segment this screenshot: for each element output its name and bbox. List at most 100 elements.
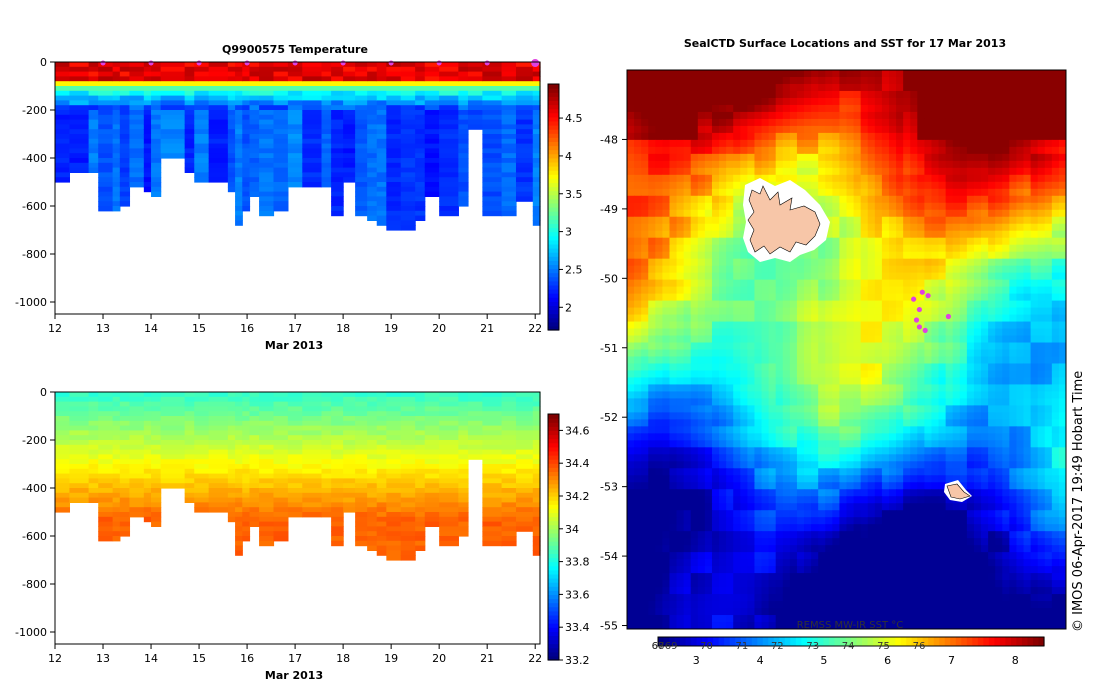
profile-cell	[98, 138, 114, 145]
sst-cell	[945, 83, 954, 92]
profile-cell	[242, 177, 251, 183]
profile-cell	[249, 100, 260, 106]
profile-cell	[355, 392, 368, 398]
sst-cell	[832, 195, 840, 204]
sst-cell	[669, 76, 678, 85]
profile-cell	[424, 449, 440, 455]
sst-cell	[1051, 111, 1060, 120]
profile-column	[273, 392, 289, 542]
sst-cell	[973, 153, 982, 162]
profile-cell	[415, 162, 426, 169]
profile-cell	[376, 464, 387, 470]
sst-cell	[1030, 258, 1039, 267]
sst-cell	[775, 153, 784, 162]
profile-cell	[439, 71, 459, 77]
sst-cell	[747, 139, 755, 148]
profile-cell	[439, 502, 459, 508]
sst-cell	[846, 300, 855, 309]
sst-cell	[726, 300, 734, 309]
sst-cell	[846, 76, 855, 85]
sst-cell	[910, 216, 918, 225]
profile-cell	[439, 182, 459, 188]
colorbar-swatch	[548, 289, 559, 294]
profile-cell	[69, 478, 90, 484]
sst-cell	[1030, 104, 1039, 113]
colorbar-swatch	[548, 190, 559, 196]
sst-cell	[1037, 244, 1046, 253]
profile-cell	[194, 105, 210, 111]
profile-cell	[287, 492, 303, 499]
sst-cell	[676, 188, 685, 197]
profile-cell	[415, 201, 426, 207]
sst-cell	[761, 76, 770, 85]
sst-cell	[860, 97, 869, 106]
profile-cell	[331, 206, 344, 212]
sst-cell	[825, 300, 833, 309]
sst-cell	[818, 153, 826, 162]
sst-cell	[981, 90, 989, 99]
profile-cell	[343, 468, 356, 475]
profile-cell	[376, 420, 387, 427]
profile-cell	[415, 90, 426, 97]
profile-cell	[55, 420, 71, 427]
profile-cell	[321, 76, 332, 82]
profile-cell	[235, 62, 243, 68]
profile-cell	[343, 459, 356, 465]
sst-cell	[945, 167, 954, 176]
sst-cell	[874, 153, 883, 162]
profile-cell	[355, 488, 368, 494]
sst-cell	[881, 195, 890, 204]
profile-column	[355, 62, 368, 217]
sst-cell	[959, 286, 968, 295]
profile-cell	[331, 526, 344, 532]
sst-cell	[867, 104, 876, 113]
sst-cell	[733, 342, 741, 350]
sst-cell	[1037, 307, 1046, 316]
sst-cell	[867, 265, 876, 274]
profile-cell	[501, 502, 517, 508]
profile-cell	[415, 206, 426, 212]
sst-cell	[747, 83, 755, 92]
sst-cell	[768, 300, 777, 309]
sst-cell	[726, 349, 734, 357]
sst-cell	[761, 167, 770, 176]
profile-cell	[386, 162, 402, 169]
profile-cell	[343, 411, 356, 417]
sst-cell	[676, 202, 685, 211]
profile-cell	[482, 416, 503, 422]
profile-cell	[259, 521, 275, 527]
profile-column	[287, 62, 303, 188]
profile-cell	[343, 416, 356, 422]
profile-cell	[482, 114, 503, 121]
sst-cell	[768, 153, 777, 162]
sst-cell	[669, 132, 678, 141]
profile-cell	[532, 425, 541, 431]
sst-cell	[903, 279, 911, 288]
profile-cell	[151, 516, 162, 523]
profile-cell	[242, 454, 251, 460]
sst-cell	[683, 139, 692, 148]
profile-cell	[458, 420, 469, 427]
profile-cell	[331, 138, 344, 145]
sst-cell	[832, 321, 840, 330]
sst-cell	[945, 342, 954, 350]
sst-cell	[796, 125, 805, 134]
profile-cell	[386, 440, 402, 446]
profile-cell	[458, 526, 469, 532]
sst-cell	[825, 237, 833, 246]
profile-cell	[367, 143, 378, 149]
sst-cell	[945, 293, 954, 302]
profile-cell	[482, 497, 503, 503]
profile-cell	[515, 497, 534, 503]
sst-cell	[966, 342, 975, 350]
sst-cell	[761, 97, 770, 106]
sst-cell	[1044, 104, 1053, 113]
sst-cell	[874, 167, 883, 176]
sst-cell	[1044, 300, 1053, 309]
sst-cell	[768, 83, 777, 92]
sst-cell	[648, 76, 656, 85]
sst-cell	[825, 272, 833, 281]
profile-cell	[235, 411, 243, 417]
sst-cell	[726, 237, 734, 246]
profile-cell	[184, 76, 195, 82]
